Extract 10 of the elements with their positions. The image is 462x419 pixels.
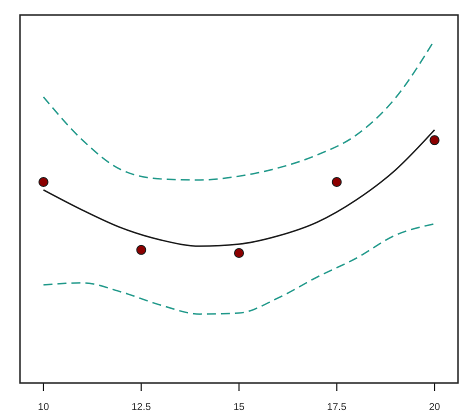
point bbox=[234, 248, 244, 258]
point bbox=[136, 244, 146, 255]
point bbox=[430, 135, 440, 146]
x-tick-label: 10 bbox=[38, 402, 50, 413]
x-tick-label: 12.5 bbox=[132, 402, 152, 413]
x-tick-label: 15 bbox=[233, 402, 245, 413]
point bbox=[332, 177, 342, 188]
point bbox=[38, 177, 48, 188]
x-tick-label: 17.5 bbox=[327, 402, 347, 413]
x-tick-label: 20 bbox=[428, 402, 441, 413]
